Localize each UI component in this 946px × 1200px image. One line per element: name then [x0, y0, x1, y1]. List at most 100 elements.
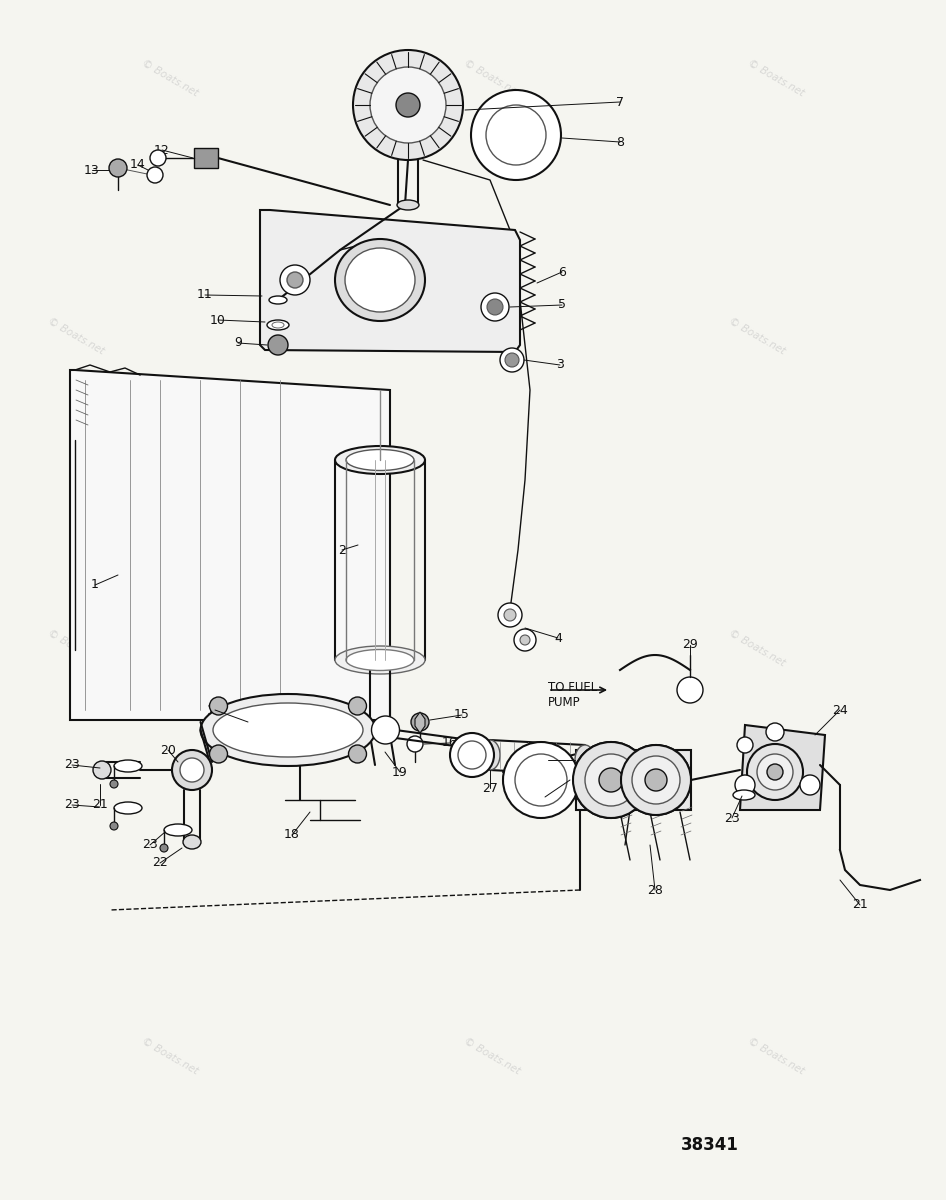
Text: 21: 21 [92, 798, 108, 811]
Polygon shape [260, 210, 520, 352]
Ellipse shape [397, 200, 419, 210]
Circle shape [348, 697, 366, 715]
Text: 7: 7 [616, 96, 624, 108]
Circle shape [280, 265, 310, 295]
Circle shape [180, 758, 204, 782]
Text: 19: 19 [393, 766, 408, 779]
Text: © Boats.net: © Boats.net [45, 316, 106, 356]
Circle shape [458, 740, 486, 769]
Circle shape [621, 745, 691, 815]
Ellipse shape [201, 694, 376, 766]
Text: 26: 26 [540, 754, 556, 767]
Ellipse shape [164, 824, 192, 836]
Ellipse shape [733, 790, 755, 800]
Ellipse shape [346, 450, 414, 470]
Circle shape [486, 104, 546, 164]
Circle shape [766, 722, 784, 740]
Circle shape [498, 602, 522, 626]
Polygon shape [70, 370, 390, 720]
Circle shape [268, 335, 288, 355]
Circle shape [209, 697, 227, 715]
Text: © Boats.net: © Boats.net [45, 628, 106, 668]
Circle shape [767, 764, 783, 780]
Text: © Boats.net: © Boats.net [727, 628, 787, 668]
Ellipse shape [346, 649, 414, 671]
Ellipse shape [183, 835, 201, 850]
Circle shape [209, 745, 227, 763]
Ellipse shape [335, 446, 425, 474]
Circle shape [503, 742, 579, 818]
Circle shape [411, 713, 429, 731]
Ellipse shape [93, 761, 111, 779]
Circle shape [505, 353, 519, 367]
Circle shape [450, 733, 494, 778]
Ellipse shape [345, 248, 415, 312]
Text: 2: 2 [338, 544, 346, 557]
Circle shape [800, 775, 820, 794]
Circle shape [150, 150, 166, 166]
Circle shape [735, 775, 755, 794]
Ellipse shape [114, 760, 142, 772]
Circle shape [599, 768, 623, 792]
Circle shape [348, 745, 366, 763]
Circle shape [110, 822, 118, 830]
Text: 10: 10 [210, 313, 226, 326]
Text: © Boats.net: © Boats.net [745, 1036, 806, 1076]
Circle shape [632, 756, 680, 804]
Circle shape [621, 745, 691, 815]
Circle shape [677, 677, 703, 703]
Text: © Boats.net: © Boats.net [462, 58, 522, 98]
Text: 23: 23 [724, 811, 740, 824]
Circle shape [481, 293, 509, 320]
Circle shape [110, 780, 118, 788]
Circle shape [645, 769, 667, 791]
Text: 12: 12 [154, 144, 170, 156]
Polygon shape [415, 712, 425, 733]
Text: 38341: 38341 [681, 1136, 739, 1154]
Circle shape [645, 769, 667, 791]
Ellipse shape [114, 802, 142, 814]
Circle shape [599, 768, 623, 792]
Circle shape [500, 348, 524, 372]
Circle shape [515, 754, 567, 806]
Text: © Boats.net: © Boats.net [140, 1036, 201, 1076]
Ellipse shape [480, 740, 500, 770]
Circle shape [747, 744, 803, 800]
Text: 23: 23 [64, 758, 79, 772]
Text: 29: 29 [682, 638, 698, 652]
Text: 18: 18 [284, 828, 300, 841]
Circle shape [370, 67, 446, 143]
Text: 9: 9 [234, 336, 242, 349]
Ellipse shape [575, 745, 595, 775]
Text: 22: 22 [152, 857, 167, 870]
Circle shape [757, 754, 793, 790]
Circle shape [160, 844, 168, 852]
Circle shape [737, 737, 753, 754]
Text: 4: 4 [554, 631, 562, 644]
Circle shape [585, 754, 637, 806]
Circle shape [471, 90, 561, 180]
Text: © Boats.net: © Boats.net [745, 58, 806, 98]
Polygon shape [740, 725, 825, 810]
Ellipse shape [213, 703, 363, 757]
Circle shape [372, 716, 399, 744]
Text: 28: 28 [647, 883, 663, 896]
Circle shape [573, 742, 649, 818]
Circle shape [396, 92, 420, 116]
Text: TO FUEL
PUMP: TO FUEL PUMP [548, 680, 597, 709]
Text: 16: 16 [442, 737, 458, 750]
Polygon shape [576, 750, 691, 810]
Text: © Boats.net: © Boats.net [462, 1036, 522, 1076]
Circle shape [147, 167, 163, 182]
Circle shape [632, 756, 680, 804]
Text: 14: 14 [131, 158, 146, 172]
Text: 13: 13 [84, 163, 100, 176]
Circle shape [287, 272, 303, 288]
Text: 1: 1 [91, 578, 99, 592]
Text: 20: 20 [160, 744, 176, 756]
Text: © Boats.net: © Boats.net [140, 58, 201, 98]
Text: 17: 17 [207, 703, 223, 716]
Text: 25: 25 [537, 791, 553, 804]
Ellipse shape [267, 320, 289, 330]
Circle shape [172, 750, 212, 790]
